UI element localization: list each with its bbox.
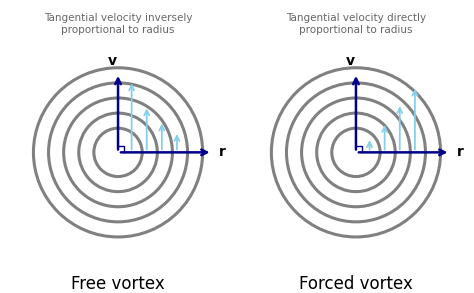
Text: Forced vortex: Forced vortex	[299, 275, 413, 293]
Text: r: r	[456, 145, 463, 159]
Text: v: v	[108, 54, 117, 68]
Text: Free vortex: Free vortex	[71, 275, 165, 293]
Text: v: v	[346, 54, 355, 68]
Text: Tangential velocity inversely
proportional to radius: Tangential velocity inversely proportion…	[44, 13, 192, 35]
Text: Tangential velocity directly
proportional to radius: Tangential velocity directly proportiona…	[286, 13, 426, 35]
Text: r: r	[219, 145, 225, 159]
